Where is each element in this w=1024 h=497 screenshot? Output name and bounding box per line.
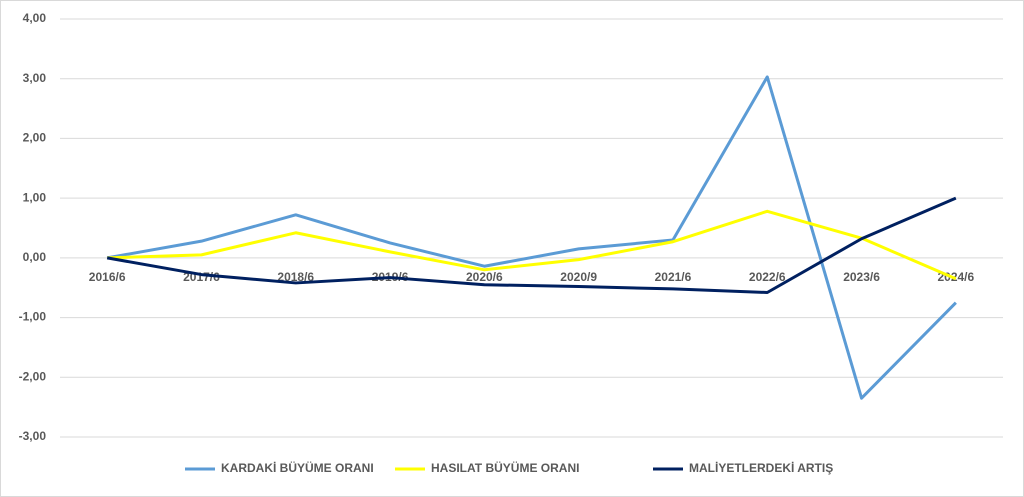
legend-label: HASILAT BÜYÜME ORANI [431, 460, 579, 475]
legend-label: MALİYETLERDEKİ ARTIŞ [689, 460, 833, 475]
series-line [106, 75, 957, 400]
series-line [106, 196, 957, 294]
series-line [107, 209, 957, 281]
x-tick-label: 2020/9 [560, 270, 597, 284]
x-tick-label: 2016/6 [89, 270, 126, 284]
x-tick-label: 2018/6 [277, 270, 314, 284]
legend-label: KARDAKİ BÜYÜME ORANI [221, 460, 374, 475]
x-tick-label: 2023/6 [843, 270, 880, 284]
y-tick-label: -1,00 [19, 310, 47, 324]
x-tick-label: 2020/6 [466, 270, 503, 284]
y-tick-label: 2,00 [23, 131, 47, 145]
y-tick-label: -2,00 [19, 369, 47, 383]
y-tick-label: 0,00 [23, 250, 47, 264]
y-tick-label: 1,00 [23, 190, 47, 204]
y-tick-label: 4,00 [23, 11, 47, 25]
x-tick-label: 2021/6 [655, 270, 692, 284]
x-tick-label: 2022/6 [749, 270, 786, 284]
y-tick-label: 3,00 [23, 71, 47, 85]
y-tick-label: -3,00 [19, 429, 47, 443]
